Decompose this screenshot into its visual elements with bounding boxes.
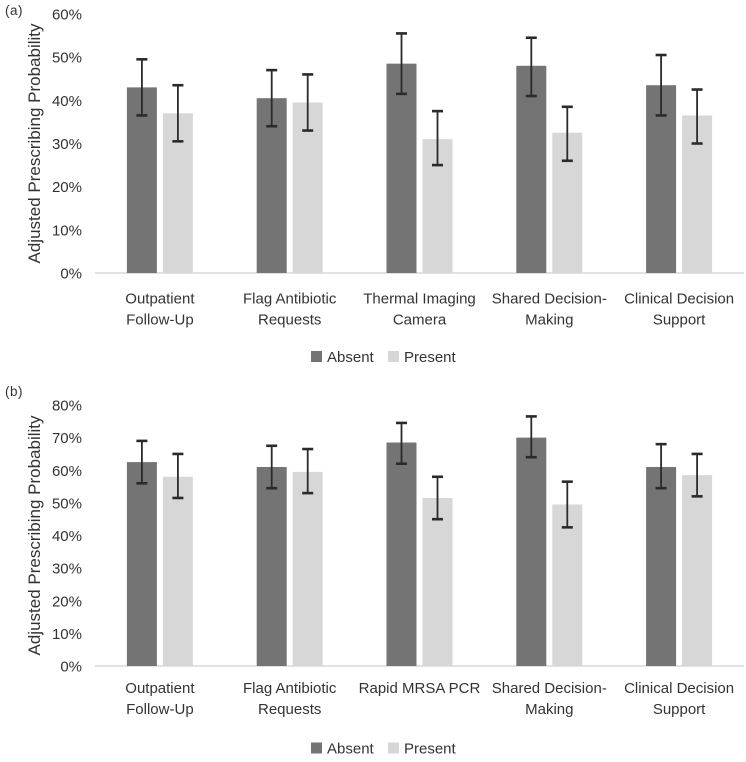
category-label: Follow-Up — [126, 701, 194, 718]
category-label: Support — [653, 312, 706, 329]
y-tick-label: 20% — [52, 593, 82, 610]
category-label: Outpatient — [125, 680, 195, 697]
bar-absent — [256, 466, 287, 666]
category-label: Flag Antibiotic — [243, 680, 337, 697]
category-label: Shared Decision- — [492, 291, 607, 308]
legend-swatch-present — [388, 351, 399, 362]
y-tick-label: 50% — [52, 50, 82, 67]
y-tick-label: 60% — [52, 463, 82, 480]
bar-absent — [516, 65, 547, 273]
category-label: Clinical Decision — [624, 291, 734, 308]
legend-label-absent: Absent — [327, 741, 375, 758]
y-tick-label: 10% — [52, 626, 82, 643]
y-tick-label: 80% — [52, 398, 82, 415]
category-label: Outpatient — [125, 291, 195, 308]
y-tick-label: 50% — [52, 495, 82, 512]
category-label: Requests — [258, 701, 321, 718]
category-label: Shared Decision- — [492, 680, 607, 697]
y-tick-label: 40% — [52, 528, 82, 545]
category-label: Thermal Imaging — [363, 291, 476, 308]
bar-absent — [386, 63, 417, 274]
bar-present — [292, 471, 323, 666]
panel-b-letter: (b) — [5, 384, 23, 399]
category-label: Support — [653, 701, 706, 718]
y-tick-label: 30% — [52, 561, 82, 578]
bar-absent — [386, 442, 417, 666]
category-label: Rapid MRSA PCR — [359, 680, 481, 697]
y-tick-label: 0% — [60, 659, 82, 676]
category-label: Making — [525, 312, 573, 329]
bar-present — [682, 475, 713, 666]
bar-present — [552, 504, 583, 666]
legend-swatch-absent — [311, 351, 322, 362]
panel-b: 0% 10% 20% 30% 40% 50% 60% 70% 80% Adjusted Presc… — [0, 381, 746, 762]
y-tick-label: 70% — [52, 430, 82, 447]
y-tick-label: 10% — [52, 222, 82, 239]
y-axis-title: Adjusted Prescribing Probability — [25, 23, 44, 264]
legend-label-present: Present — [404, 349, 457, 366]
y-tick-label: 20% — [52, 179, 82, 196]
bar-absent — [646, 466, 677, 666]
bar-present — [422, 497, 453, 666]
legend-label-absent: Absent — [327, 349, 375, 366]
y-tick-label: 40% — [52, 93, 82, 110]
bar-present — [162, 476, 193, 666]
panel-a: 0% 10% 20% 30% 40% 50% 60% Adjusted Prescribing… — [5, 3, 744, 366]
legend-swatch-absent — [311, 742, 322, 754]
panel-a-letter: (a) — [5, 3, 23, 18]
y-tick-label: 60% — [52, 7, 82, 24]
legend-label-present: Present — [404, 741, 457, 758]
category-label: Flag Antibiotic — [243, 291, 337, 308]
category-label: Making — [525, 701, 573, 718]
legend-swatch-present — [388, 742, 399, 754]
chart-panel-b: 0% 10% 20% 30% 40% 50% 60% 70% 80% Adjusted Presc… — [25, 398, 744, 758]
bar-absent — [126, 462, 157, 666]
y-axis-title: Adjusted Prescribing Probability — [25, 415, 44, 656]
category-label: Follow-Up — [126, 312, 194, 329]
category-label: Camera — [393, 312, 447, 329]
chart-panel-a: 0% 10% 20% 30% 40% 50% 60% Adjusted Prescribing… — [25, 7, 744, 366]
y-tick-label: 30% — [52, 136, 82, 153]
y-tick-label: 0% — [60, 266, 82, 283]
bar-absent — [126, 87, 157, 273]
category-label: Clinical Decision — [624, 680, 734, 697]
bar-absent — [516, 437, 547, 666]
category-label: Requests — [258, 312, 321, 329]
